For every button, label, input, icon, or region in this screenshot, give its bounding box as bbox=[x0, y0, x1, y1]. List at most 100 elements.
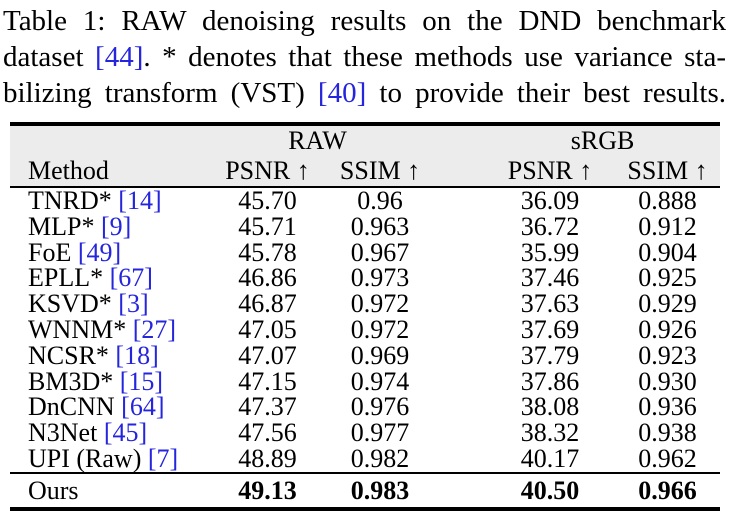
caption-text: to provide their best results. bbox=[366, 77, 726, 109]
spacer-cell bbox=[430, 446, 485, 473]
method-name: EPLL* bbox=[28, 263, 110, 293]
spacer-cell bbox=[430, 420, 485, 446]
raw-ssim-cell: 0.963 bbox=[350, 211, 410, 241]
table-row: FoE [49] 45.78 0.967 35.99 0.904 bbox=[10, 237, 720, 267]
raw-psnr-cell: 45.70 bbox=[238, 186, 297, 215]
spacer-cell bbox=[430, 214, 485, 240]
srgb-psnr-cell: 40.17 bbox=[520, 443, 580, 473]
method-name: TNRD* bbox=[28, 186, 119, 215]
table-body: TNRD* [14] 45.70 0.96 36.09 0.888 MLP* [9] 45.… bbox=[10, 187, 720, 473]
srgb-psnr-cell: 37.86 bbox=[520, 366, 580, 396]
raw-psnr-cell: 46.87 bbox=[238, 289, 297, 319]
ours-method-cell: Ours bbox=[28, 475, 79, 505]
srgb-ssim-header: SSIM ↑ bbox=[627, 156, 708, 185]
srgb-ssim-cell: 0.912 bbox=[638, 211, 697, 241]
raw-ssim-cell: 0.967 bbox=[350, 237, 410, 267]
table-caption: Table 1: RAW denoising results on the DN… bbox=[3, 3, 726, 111]
citation-link[interactable]: [45] bbox=[103, 418, 148, 448]
caption-line: dataset [44]. * denotes that these metho… bbox=[3, 39, 726, 75]
table-header: RAW sRGB Method PSNR ↑ SSIM ↑ PSNR ↑ SSI… bbox=[10, 124, 721, 187]
spacer-cell bbox=[430, 291, 485, 317]
table-row: TNRD* [14] 45.70 0.96 36.09 0.888 bbox=[10, 187, 720, 214]
raw-ssim-cell: 0.972 bbox=[350, 289, 410, 319]
citation-link[interactable]: [27] bbox=[132, 314, 177, 344]
table-row: BM3D* [15] 47.15 0.974 37.86 0.930 bbox=[10, 366, 720, 396]
method-cell: BM3D* [15] bbox=[10, 366, 205, 396]
srgb-psnr-cell: 38.08 bbox=[520, 392, 580, 422]
results-table: RAW sRGB Method PSNR ↑ SSIM ↑ PSNR ↑ SSI… bbox=[10, 122, 721, 511]
caption-line: Table 1: RAW denoising results on the DN… bbox=[3, 3, 726, 39]
srgb-ssim-cell: 0.962 bbox=[638, 443, 697, 473]
spacer-cell bbox=[430, 369, 485, 395]
raw-ssim-cell: 0.977 bbox=[350, 418, 410, 448]
ours-raw-ssim-cell: 0.983 bbox=[350, 475, 410, 505]
citation-link[interactable]: [3] bbox=[118, 289, 149, 319]
ours-srgb-ssim-cell: 0.966 bbox=[638, 475, 697, 505]
srgb-ssim-cell: 0.930 bbox=[638, 366, 697, 396]
raw-psnr-cell: 47.15 bbox=[238, 366, 297, 396]
citation-link[interactable]: [44] bbox=[95, 41, 144, 73]
raw-psnr-cell: 47.37 bbox=[238, 392, 297, 422]
method-cell: NCSR* [18] bbox=[10, 340, 205, 370]
srgb-psnr-cell: 36.72 bbox=[520, 211, 580, 241]
raw-ssim-cell: 0.976 bbox=[350, 392, 410, 422]
raw-psnr-cell: 45.78 bbox=[238, 237, 297, 267]
group-spacer-cell bbox=[430, 124, 485, 156]
raw-psnr-cell: 47.56 bbox=[238, 418, 297, 448]
citation-link[interactable]: [18] bbox=[115, 340, 159, 370]
spacer-cell bbox=[430, 343, 485, 369]
srgb-psnr-cell: 37.69 bbox=[520, 314, 580, 344]
spacer-cell bbox=[430, 240, 485, 266]
spacer-cell bbox=[430, 394, 485, 420]
caption-text: . * denotes that these methods use varia… bbox=[143, 41, 726, 73]
table-row: KSVD* [3] 46.87 0.972 37.63 0.929 bbox=[10, 291, 720, 317]
method-name: BM3D* bbox=[28, 366, 120, 396]
srgb-ssim-cell: 0.925 bbox=[638, 263, 697, 293]
method-column-header: Method bbox=[28, 156, 109, 185]
raw-psnr-cell: 48.89 bbox=[238, 443, 297, 473]
ours-raw-psnr-cell: 49.13 bbox=[238, 475, 297, 505]
raw-psnr-cell: 47.07 bbox=[238, 340, 297, 370]
method-name: FoE bbox=[28, 237, 78, 267]
raw-ssim-cell: 0.974 bbox=[350, 366, 410, 396]
group-empty-cell bbox=[10, 124, 205, 156]
table-row: NCSR* [18] 47.07 0.969 37.79 0.923 bbox=[10, 340, 720, 370]
ours-srgb-psnr-cell: 40.50 bbox=[520, 475, 580, 505]
srgb-ssim-cell: 0.904 bbox=[638, 237, 697, 267]
citation-link[interactable]: [40] bbox=[317, 77, 367, 109]
table-row: MLP* [9] 45.71 0.963 36.72 0.912 bbox=[10, 211, 720, 241]
table-row: UPI (Raw) [7] 48.89 0.982 40.17 0.962 bbox=[10, 443, 720, 473]
raw-ssim-cell: 0.969 bbox=[350, 340, 410, 370]
raw-ssim-cell: 0.973 bbox=[350, 263, 410, 293]
method-cell: TNRD* [14] bbox=[10, 187, 205, 214]
citation-link[interactable]: [14] bbox=[118, 186, 162, 215]
raw-ssim-header: SSIM ↑ bbox=[339, 156, 421, 185]
citation-link[interactable]: [9] bbox=[100, 211, 132, 241]
srgb-ssim-cell: 0.936 bbox=[638, 392, 697, 422]
method-name: N3Net bbox=[28, 418, 104, 448]
citation-link[interactable]: [7] bbox=[147, 443, 179, 473]
method-cell: UPI (Raw) [7] bbox=[10, 443, 205, 473]
citation-link[interactable]: [15] bbox=[119, 366, 164, 396]
srgb-ssim-cell: 0.923 bbox=[638, 340, 697, 370]
citation-link[interactable]: [67] bbox=[109, 263, 153, 293]
raw-psnr-cell: 45.71 bbox=[238, 211, 297, 241]
caption-text: dataset bbox=[3, 41, 96, 73]
srgb-ssim-cell: 0.938 bbox=[638, 418, 697, 448]
raw-ssim-cell: 0.972 bbox=[350, 314, 410, 344]
srgb-psnr-cell: 36.09 bbox=[520, 186, 580, 215]
method-name: MLP* bbox=[28, 211, 101, 241]
table-row: N3Net [45] 47.56 0.977 38.32 0.938 bbox=[10, 420, 720, 446]
column-header-row: Method PSNR ↑ SSIM ↑ PSNR ↑ SSIM ↑ bbox=[10, 156, 720, 187]
ours-section: Ours 49.13 0.983 40.50 0.966 bbox=[10, 472, 721, 509]
group-header-row: RAW sRGB bbox=[10, 124, 720, 156]
method-name: WNNM* bbox=[28, 314, 133, 344]
table-row: WNNM* [27] 47.05 0.972 37.69 0.926 bbox=[10, 314, 720, 344]
citation-link[interactable]: [64] bbox=[121, 392, 165, 422]
citation-link[interactable]: [49] bbox=[77, 237, 122, 267]
ours-spacer-cell bbox=[430, 473, 485, 509]
method-name: NCSR* bbox=[28, 340, 116, 370]
method-cell: N3Net [45] bbox=[10, 420, 205, 446]
raw-ssim-cell: 0.96 bbox=[357, 186, 403, 215]
srgb-psnr-header: PSNR ↑ bbox=[507, 156, 593, 185]
